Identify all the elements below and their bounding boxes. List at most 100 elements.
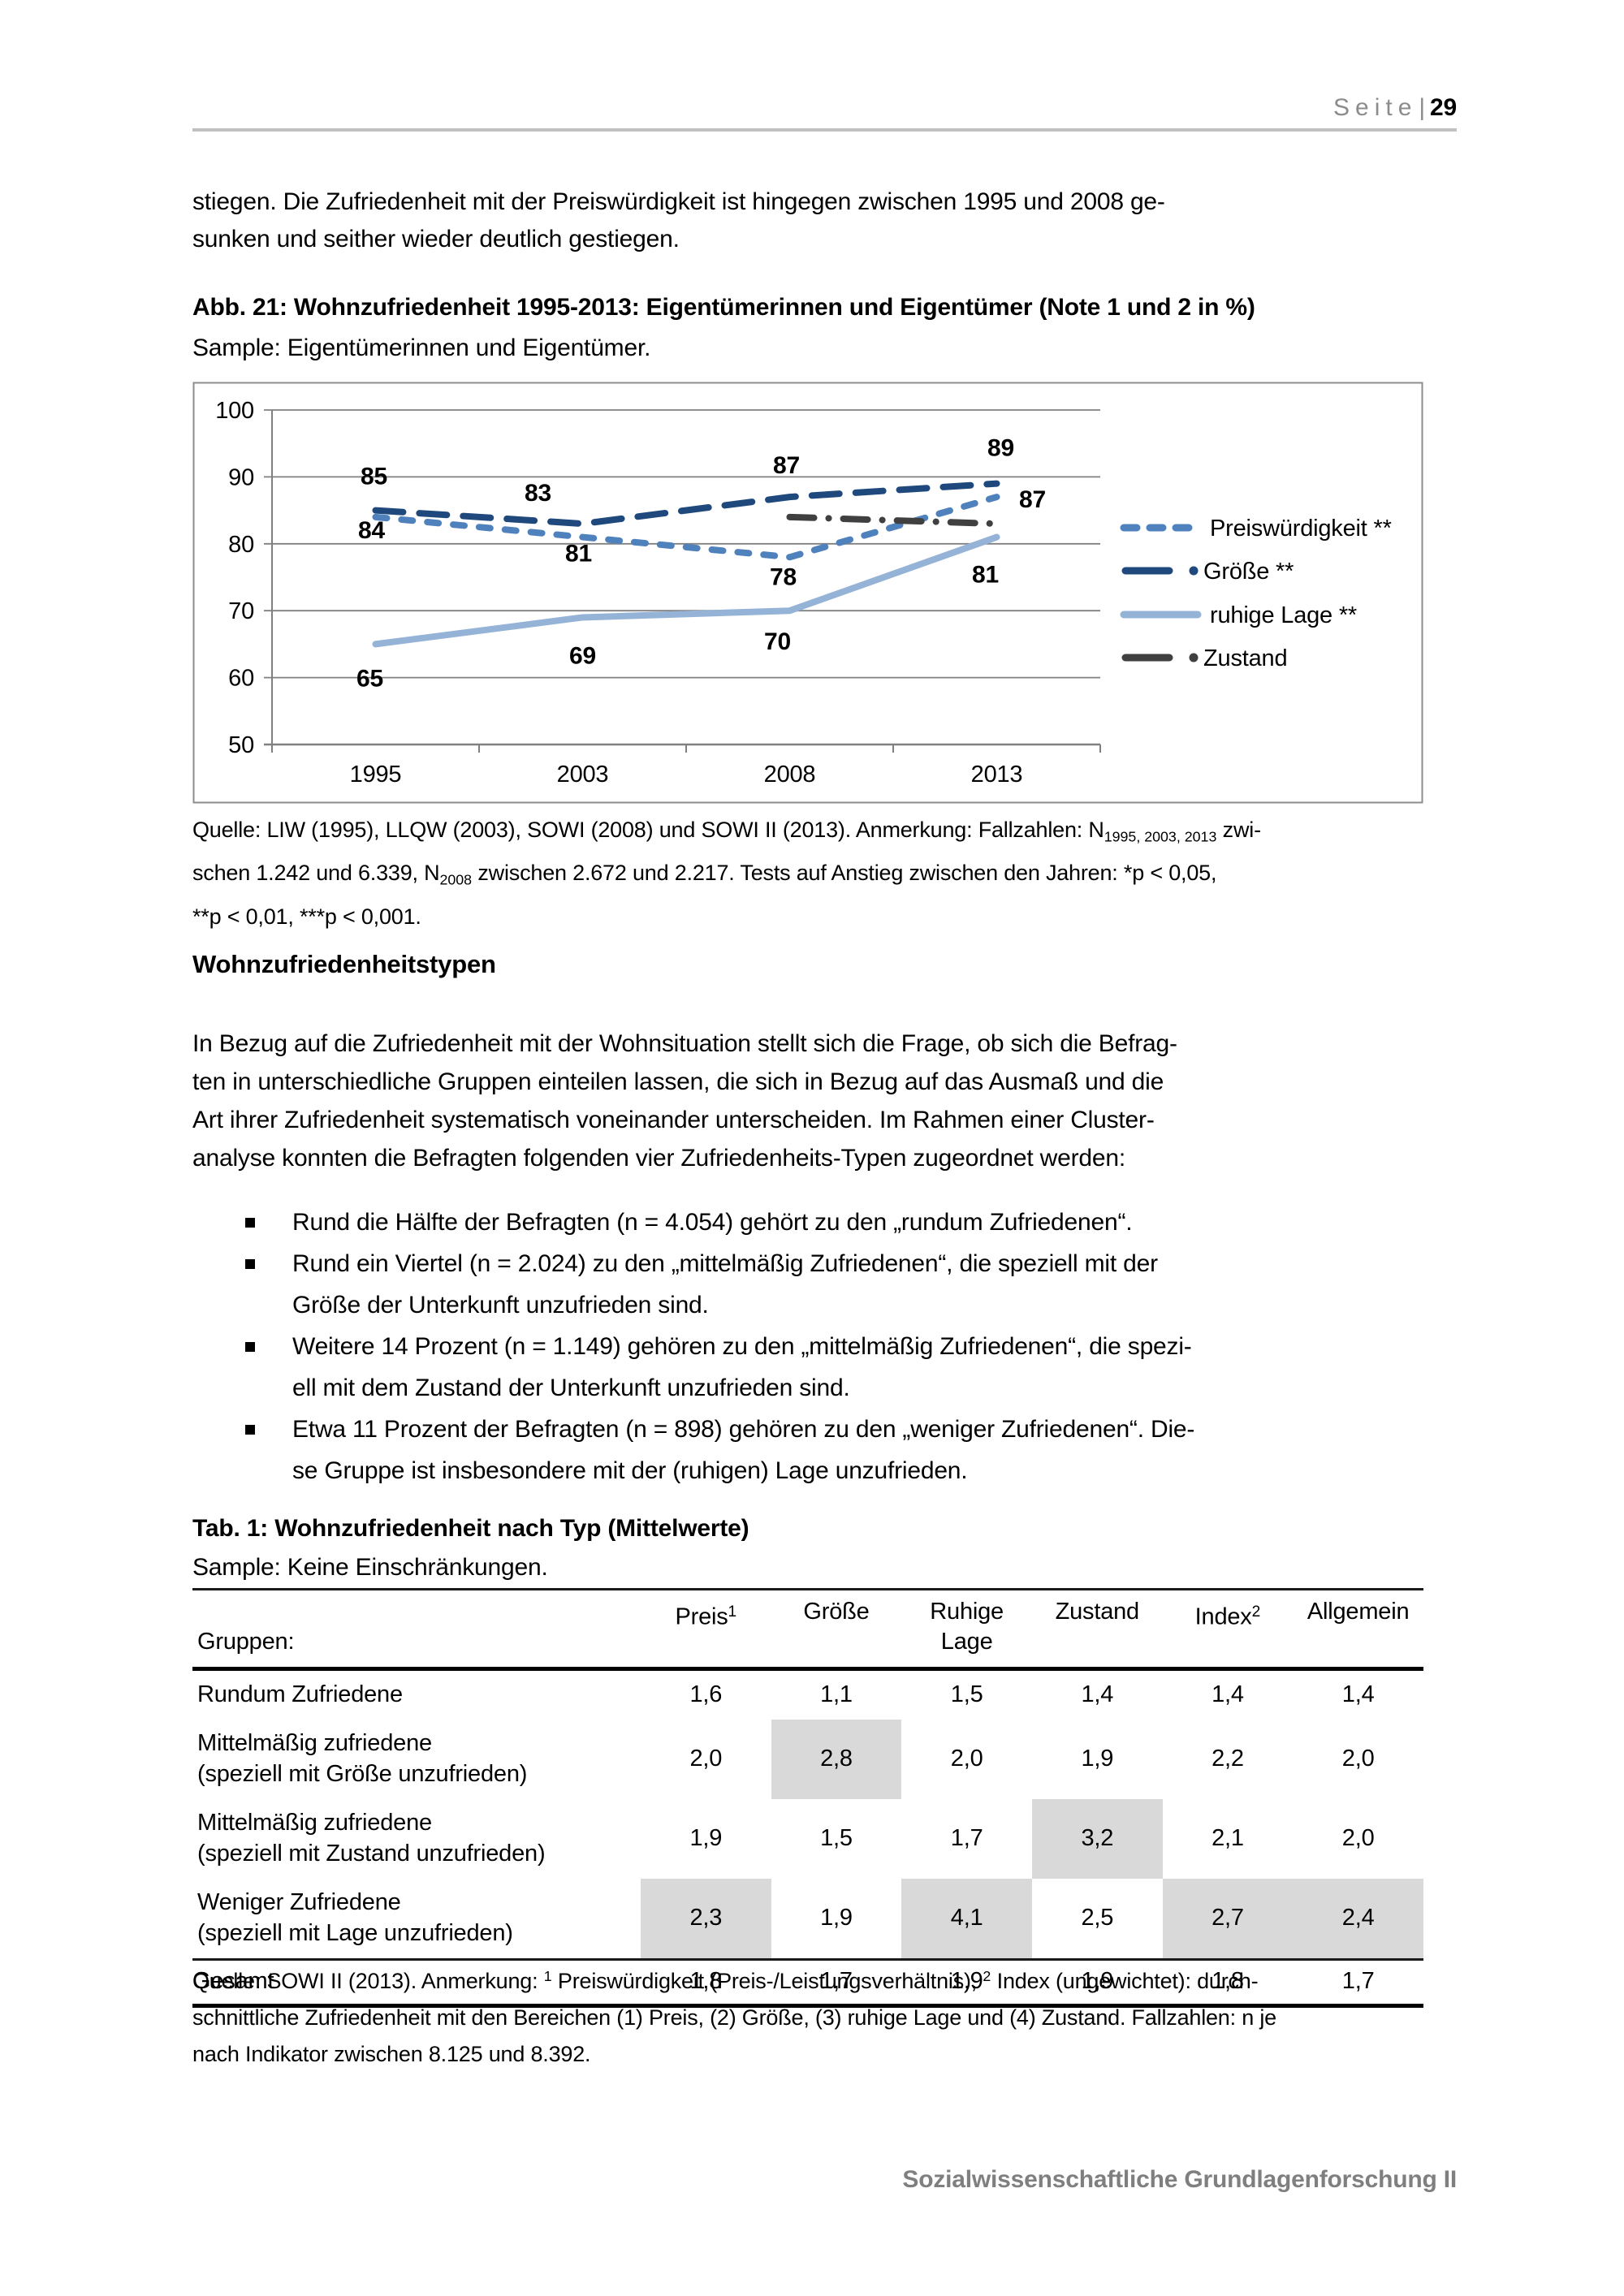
- bullet-list: Rund die Hälfte der Befragten (n = 4.054…: [245, 1202, 1458, 1491]
- chart-data-label: 89: [987, 435, 1014, 462]
- figure-source-note: Quelle: LIW (1995), LLQW (2003), SOWI (2…: [192, 818, 1261, 929]
- table-column-header: Preis1: [641, 1588, 771, 1671]
- table-row: Mittelmäßig zufriedene (speziell mit Zus…: [192, 1799, 1423, 1879]
- section-heading: Wohnzufriedenheitstypen: [192, 950, 496, 978]
- bullet-square-icon: [245, 1259, 255, 1269]
- table-sample-line: Sample: Keine Einschränkungen.: [192, 1554, 548, 1581]
- table-row-header-label: Gruppen:: [192, 1588, 641, 1671]
- table-cell: 1,1: [820, 1681, 853, 1707]
- table-cell: 2,3: [641, 1879, 771, 1960]
- chart-series-line-gr-e: [372, 480, 1000, 528]
- table-cell: 1,9: [1081, 1745, 1114, 1772]
- table-cell: 1,8: [1162, 1958, 1294, 2008]
- table-cell: 2,7: [1162, 1879, 1294, 1960]
- table-cell: 2,2: [1212, 1745, 1244, 1772]
- bullet-square-icon: [245, 1218, 255, 1228]
- chart-series-line-preisw-rdigkeit: [372, 494, 1000, 561]
- table-cell: 2,1: [1212, 1824, 1244, 1851]
- table-cell: 1,4: [1341, 1681, 1375, 1707]
- y-axis-tick-label: 70: [228, 598, 254, 624]
- table-cell: 2,5: [1081, 1904, 1114, 1931]
- legend-sample-dot-gr-e: [1189, 566, 1199, 576]
- legend-label-gr-e: Größe **: [1203, 559, 1294, 585]
- table-cell: 1,5: [950, 1681, 983, 1707]
- legend-label-preisw-rdigkeit: Preiswürdigkeit **: [1210, 516, 1392, 542]
- table-title: Tab. 1: Wohnzufriedenheit nach Typ (Mitt…: [192, 1515, 749, 1542]
- y-axis-tick-label: 90: [228, 464, 254, 490]
- y-axis-tick-label: 50: [228, 732, 254, 758]
- table-column-header: Ruhige Lage: [901, 1588, 1032, 1671]
- legend-sample-dot-zustand: [1189, 653, 1199, 662]
- chart-series-line-zustand: [786, 513, 1000, 528]
- table-column-header: Index2: [1162, 1588, 1294, 1671]
- chart-data-label: 65: [356, 665, 383, 692]
- row-label: Weniger Zufriedene (speziell mit Lage un…: [197, 1889, 513, 1946]
- chart-data-label: 78: [770, 563, 797, 590]
- table-cell: 1,9: [901, 1958, 1032, 2008]
- table-cell: 1,7: [771, 1958, 902, 2008]
- row-label: Mittelmäßig zufriedene (speziell mit Zus…: [197, 1810, 546, 1867]
- bullet-square-icon: [245, 1342, 255, 1352]
- y-axis-tick-label: 60: [228, 666, 254, 692]
- table-cell: 2,8: [771, 1720, 902, 1799]
- chart-data-label: 69: [569, 642, 596, 669]
- legend-label-zustand: Zustand: [1203, 645, 1287, 671]
- bullet-text: Weitere 14 Prozent (n = 1.149) gehören z…: [292, 1333, 1192, 1401]
- table-row: Rundum Zufriedene 1,6 1,1 1,5 1,4 1,4 1,4: [192, 1669, 1423, 1720]
- table-cell: 1,6: [689, 1681, 723, 1707]
- figure-sample-line: Sample: Eigentümerinnen und Eigentümer.: [192, 334, 651, 361]
- table-row: Mittelmäßig zufriedene (speziell mit Grö…: [192, 1720, 1423, 1799]
- figure-title: Abb. 21: Wohnzufriedenheit 1995-2013: Ei…: [192, 294, 1255, 321]
- table-column-header: Allgemein: [1293, 1588, 1423, 1671]
- bullet-square-icon: [245, 1425, 255, 1435]
- table-cell: 3,2: [1031, 1799, 1163, 1879]
- table-row: Weniger Zufriedene (speziell mit Lage un…: [192, 1879, 1423, 1960]
- table-cell: 4,1: [901, 1879, 1032, 1960]
- x-axis-tick-label: 2013: [971, 762, 1023, 788]
- table-cell: 1,4: [1081, 1681, 1114, 1707]
- bullet-item: Rund die Hälfte der Befragten (n = 4.054…: [245, 1202, 1458, 1243]
- table-cell: 1,7: [950, 1824, 983, 1851]
- bullet-text: Rund die Hälfte der Befragten (n = 4.054…: [292, 1209, 1133, 1236]
- y-axis-tick-label: 80: [228, 532, 254, 558]
- row-label: Gesamt: [192, 1958, 641, 2008]
- page-header: Seite| 29: [1333, 94, 1457, 122]
- table-cell: 2,0: [1341, 1824, 1375, 1851]
- bullet-text: Rund ein Viertel (n = 2.024) zu den „mit…: [292, 1250, 1158, 1318]
- satisfaction-table: Gruppen: Preis1 Größe Ruhige Lage Zustand Ind…: [192, 1588, 1423, 2008]
- table-cell: 2,0: [689, 1745, 723, 1772]
- table-column-header: Zustand: [1031, 1588, 1163, 1671]
- legend-label-ruhige-lage: ruhige Lage **: [1210, 602, 1357, 628]
- page-footer: Sozialwissenschaftliche Grundlagenforsch…: [902, 2166, 1457, 2193]
- intro-paragraph: stiegen. Die Zufriedenheit mit der Preis…: [192, 188, 1165, 252]
- x-axis-tick-label: 1995: [350, 762, 402, 788]
- table-header: Gruppen: Preis1 Größe Ruhige Lage Zustand Ind…: [192, 1588, 1423, 1671]
- chart-series-line-ruhige-lage: [372, 533, 1000, 648]
- table-cell: 1,8: [641, 1958, 771, 2008]
- table-cell: 1,9: [689, 1824, 723, 1851]
- chart-data-label: 87: [1019, 486, 1046, 513]
- table-column-header: Größe: [771, 1588, 902, 1671]
- chart-data-label: 84: [358, 517, 385, 544]
- chart-data-label: 81: [565, 541, 592, 568]
- table-footnote: Quelle: SOWI II (2013). Anmerkung: 1 Pre…: [192, 1968, 1276, 2066]
- page-header-separator: |: [1419, 94, 1426, 121]
- chart-data-label: 87: [773, 452, 800, 479]
- header-rule: [192, 128, 1457, 132]
- page-header-label: Seite: [1333, 94, 1418, 121]
- x-axis-tick-label: 2003: [557, 762, 609, 788]
- table-cell: 2,0: [950, 1745, 983, 1772]
- table-cell: 1,9: [820, 1904, 853, 1931]
- chart-data-label: 85: [361, 464, 387, 490]
- x-axis-tick-label: 2008: [764, 762, 816, 788]
- chart-data-label: 81: [972, 562, 999, 589]
- row-label: Mittelmäßig zufriedene (speziell mit Grö…: [197, 1730, 528, 1787]
- chart-data-label: 83: [525, 480, 551, 507]
- table-row: Gesamt 1,8 1,7 1,9 1,9 1,8 1,7: [192, 1958, 1423, 2008]
- line-chart: 50 60 70 80 90 100 1995 2003 2008 2013 84 81 78 87 85 8…: [192, 382, 1423, 804]
- bullet-item: Weitere 14 Prozent (n = 1.149) gehören z…: [245, 1326, 1458, 1409]
- page-number: 29: [1430, 94, 1457, 121]
- table-cell: 2,4: [1293, 1879, 1423, 1960]
- table-cell: 1,9: [1031, 1958, 1163, 2008]
